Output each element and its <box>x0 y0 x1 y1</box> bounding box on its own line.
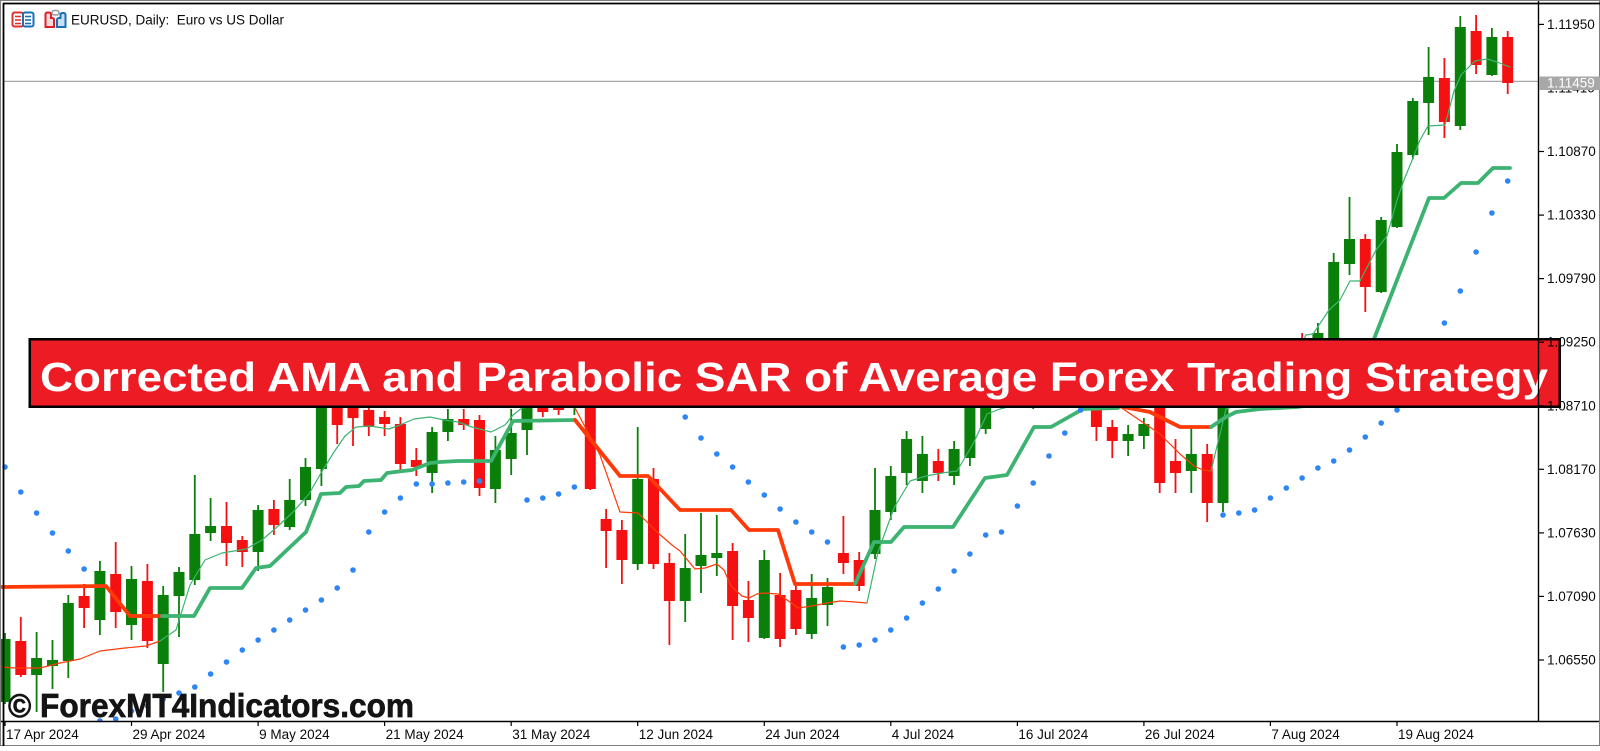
svg-text:1.10870: 1.10870 <box>1547 144 1596 159</box>
svg-text:1.07630: 1.07630 <box>1547 525 1596 540</box>
svg-text:1.08170: 1.08170 <box>1547 462 1596 477</box>
svg-text:EURUSD, Daily: Euro vs US Dol: EURUSD, Daily: Euro vs US Dollar <box>71 13 285 28</box>
svg-text:1.09250: 1.09250 <box>1547 335 1596 350</box>
svg-text:24 Jun 2024: 24 Jun 2024 <box>765 727 840 742</box>
svg-text:17 Apr 2024: 17 Apr 2024 <box>6 727 79 742</box>
svg-text:1.09790: 1.09790 <box>1547 271 1596 286</box>
svg-text:26 Jul 2024: 26 Jul 2024 <box>1145 727 1215 742</box>
svg-text:4 Jul 2024: 4 Jul 2024 <box>892 727 955 742</box>
svg-text:1.11950: 1.11950 <box>1547 17 1595 32</box>
svg-text:7 Aug 2024: 7 Aug 2024 <box>1271 727 1340 742</box>
svg-text:9 May 2024: 9 May 2024 <box>259 727 330 742</box>
svg-text:1.08710: 1.08710 <box>1547 398 1596 413</box>
svg-text:© ForexMT4Indicators.com: © ForexMT4Indicators.com <box>8 687 414 724</box>
svg-text:Corrected AMA and Parabolic SA: Corrected AMA and Parabolic SAR of Avera… <box>40 354 1548 400</box>
svg-text:19 Aug 2024: 19 Aug 2024 <box>1398 727 1474 742</box>
svg-text:12 Jun 2024: 12 Jun 2024 <box>639 727 714 742</box>
svg-text:1.11459: 1.11459 <box>1547 76 1595 91</box>
svg-text:29 Apr 2024: 29 Apr 2024 <box>133 727 206 742</box>
svg-text:21 May 2024: 21 May 2024 <box>386 727 465 742</box>
svg-text:31 May 2024: 31 May 2024 <box>512 727 591 742</box>
svg-text:1.06550: 1.06550 <box>1547 653 1596 668</box>
svg-text:16 Jul 2024: 16 Jul 2024 <box>1018 727 1088 742</box>
svg-text:1.10330: 1.10330 <box>1547 208 1596 223</box>
svg-text:1.07090: 1.07090 <box>1547 589 1596 604</box>
